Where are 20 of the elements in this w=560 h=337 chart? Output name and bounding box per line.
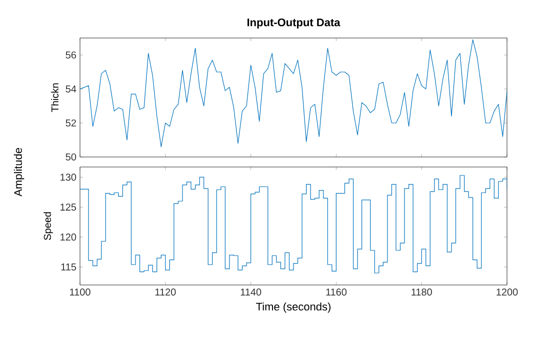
text: Amplitude xyxy=(14,148,24,196)
y-tick-label: 56 xyxy=(66,51,76,59)
y-tick-label: 120 xyxy=(60,234,76,241)
x-axis-title: Time (seconds) xyxy=(256,302,330,313)
y-tick-label: 52 xyxy=(66,119,76,127)
x-tick-label: 1120 xyxy=(155,288,176,296)
x-tick-label: 1180 xyxy=(412,288,432,296)
y-axis-title: Speed xyxy=(44,212,53,240)
y-tick-label: 50 xyxy=(66,153,76,161)
y-tick-label: 115 xyxy=(61,264,76,271)
y-tick-label: 54 xyxy=(66,86,76,92)
y-tick-label: 130 xyxy=(60,174,76,181)
y-tick-label: 125 xyxy=(60,204,76,211)
x-tick-label: 1200 xyxy=(496,288,518,296)
chart-title: Input-Output Data xyxy=(248,18,340,28)
x-tick-label: 1100 xyxy=(70,288,90,296)
line-series xyxy=(80,39,507,148)
x-tick-label: 1160 xyxy=(326,288,347,296)
y-axis-title: Thickn xyxy=(51,83,58,112)
x-tick-label: 1140 xyxy=(240,288,262,296)
